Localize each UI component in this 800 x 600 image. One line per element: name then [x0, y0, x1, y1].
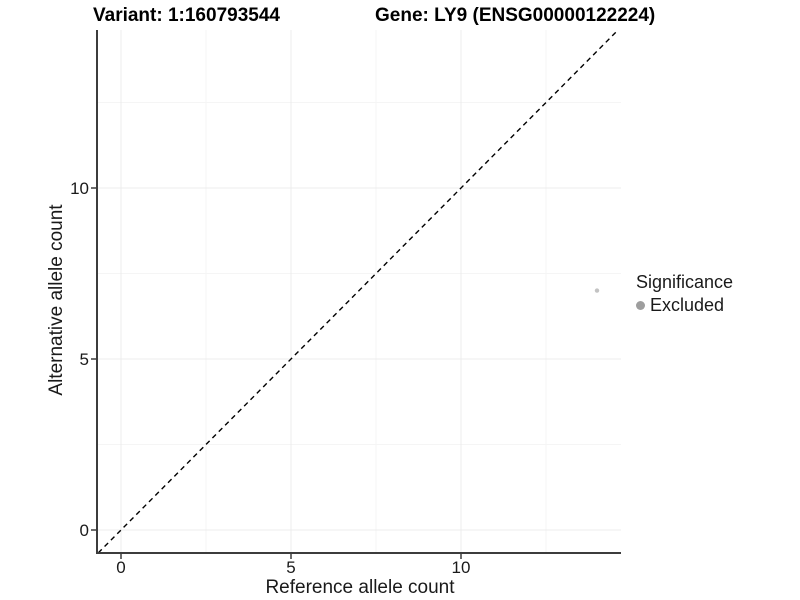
legend-point-icon: [636, 301, 645, 310]
plot-title-variant: Variant: 1:160793544: [93, 5, 280, 26]
y-tick-label: 10: [70, 179, 89, 198]
x-axis-title: Reference allele count: [265, 577, 455, 598]
plot-title-gene: Gene: LY9 (ENSG00000122224): [375, 5, 656, 26]
y-tick-label: 5: [80, 350, 89, 369]
identity-line: [97, 29, 619, 554]
y-tick-label: 0: [80, 521, 89, 540]
x-tick-label: 5: [286, 558, 295, 577]
legend-item-label: Excluded: [650, 295, 725, 315]
legend-item-excluded: Excluded: [636, 295, 733, 316]
legend: Significance Excluded: [636, 272, 733, 316]
x-tick-label: 0: [116, 558, 125, 577]
legend-title: Significance: [636, 272, 734, 292]
x-tick-label: 10: [452, 558, 471, 577]
data-point: [594, 288, 600, 293]
y-axis-title: Alternative allele count: [46, 204, 67, 396]
